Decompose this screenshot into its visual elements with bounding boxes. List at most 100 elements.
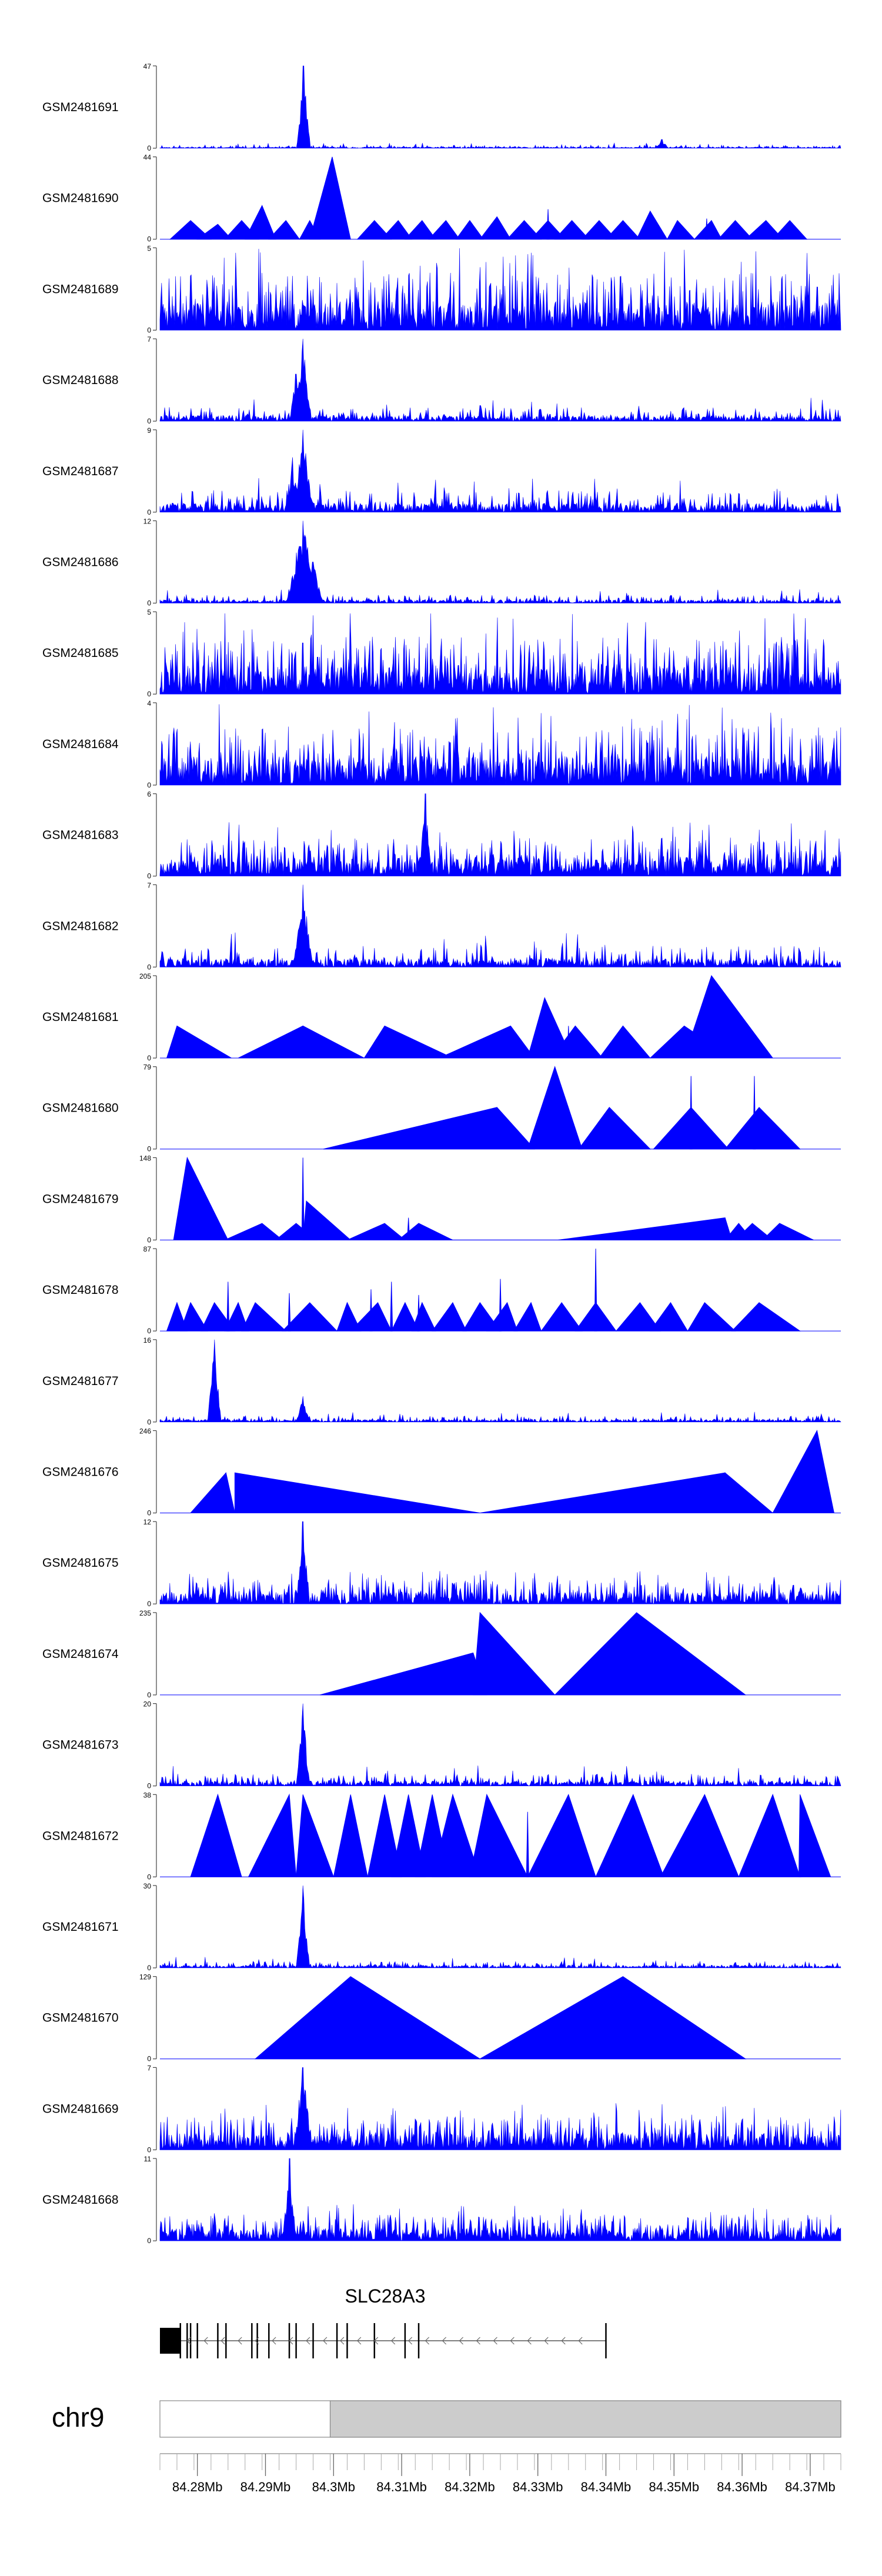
coverage-spike xyxy=(689,1076,693,1150)
x-tick-label: 84.31Mb xyxy=(376,2480,427,2494)
coverage-spike xyxy=(369,1289,373,1332)
track-label: GSM2481671 xyxy=(42,1920,119,1934)
strand-arrow-icon xyxy=(578,2337,583,2345)
y-max-label: 6 xyxy=(147,790,151,799)
coverage-triangle xyxy=(432,1302,467,1332)
track-label: GSM2481678 xyxy=(42,1283,119,1297)
strand-arrow-icon xyxy=(220,2337,225,2345)
track-label: GSM2481670 xyxy=(42,2011,119,2025)
y-max-label: 44 xyxy=(143,154,152,162)
strand-arrow-icon xyxy=(340,2337,345,2345)
y-zero-label: 0 xyxy=(147,1418,151,1426)
strand-arrow-icon xyxy=(407,2337,413,2345)
track-label: GSM2481673 xyxy=(42,1739,119,1752)
coverage-area xyxy=(159,520,841,604)
y-zero-label: 0 xyxy=(147,872,151,880)
coverage-area xyxy=(159,1885,841,1969)
coverage-triangle xyxy=(480,1472,726,1513)
y-zero-label: 0 xyxy=(147,690,151,698)
y-zero-label: 0 xyxy=(147,599,151,608)
track-label: GSM2481668 xyxy=(42,2193,119,2207)
coverage-triangle xyxy=(248,1793,297,1877)
coverage-triangle xyxy=(724,1107,801,1150)
y-zero-label: 0 xyxy=(147,326,151,334)
y-max-label: 7 xyxy=(147,335,151,343)
coverage-triangle xyxy=(578,1107,651,1150)
track-label: GSM2481685 xyxy=(42,646,119,660)
coverage-triangle xyxy=(347,1223,406,1240)
y-zero-label: 0 xyxy=(147,508,151,516)
coverage-area xyxy=(159,429,841,513)
x-tick-label: 84.33Mb xyxy=(513,2480,563,2494)
track-label: GSM2481669 xyxy=(42,2102,119,2115)
y-max-label: 4 xyxy=(147,699,151,708)
coverage-triangle xyxy=(455,220,485,240)
strand-arrow-icon xyxy=(203,2337,208,2345)
y-max-label: 5 xyxy=(147,244,151,252)
coverage-triangle xyxy=(738,1793,801,1877)
coverage-triangle xyxy=(241,1302,287,1332)
coverage-spike xyxy=(301,1157,305,1240)
coverage-triangle xyxy=(554,220,590,240)
y-zero-label: 0 xyxy=(147,963,151,971)
coverage-triangle xyxy=(190,1472,236,1513)
y-max-label: 12 xyxy=(143,1518,152,1526)
coverage-spike xyxy=(417,1294,420,1332)
y-max-label: 87 xyxy=(143,1245,152,1253)
y-zero-label: 0 xyxy=(147,1509,151,1517)
y-max-label: 129 xyxy=(139,1973,151,1981)
track-label: GSM2481687 xyxy=(42,465,119,478)
x-tick-label: 84.37Mb xyxy=(785,2480,836,2494)
y-max-label: 47 xyxy=(143,62,152,71)
y-max-label: 148 xyxy=(139,1154,151,1162)
coverage-triangle xyxy=(772,1430,835,1513)
coverage-triangle xyxy=(558,1217,733,1240)
strand-arrow-icon xyxy=(390,2337,396,2345)
coverage-triangle xyxy=(527,1793,596,1877)
coverage-triangle xyxy=(333,1794,368,1877)
strand-arrow-icon xyxy=(323,2337,328,2345)
y-zero-label: 0 xyxy=(147,1145,151,1153)
x-tick-label: 84.29Mb xyxy=(240,2480,291,2494)
strand-arrow-icon xyxy=(356,2337,362,2345)
strand-arrow-icon xyxy=(527,2337,532,2345)
coverage-spike xyxy=(526,1811,529,1877)
track-label: GSM2481689 xyxy=(42,282,119,296)
track-label: GSM2481677 xyxy=(42,1374,119,1388)
coverage-triangle xyxy=(540,1302,583,1332)
x-tick-label: 84.36Mb xyxy=(717,2480,767,2494)
coverage-area xyxy=(159,1339,841,1423)
strand-arrow-icon xyxy=(289,2337,293,2345)
coverage-area xyxy=(159,65,841,149)
x-tick-label: 84.35Mb xyxy=(649,2480,699,2494)
ideogram-highlight xyxy=(329,2400,841,2438)
y-zero-label: 0 xyxy=(147,2055,151,2063)
coverage-area xyxy=(159,248,841,331)
coverage-spike xyxy=(705,218,709,240)
coverage-triangle xyxy=(479,216,512,240)
y-max-label: 235 xyxy=(139,1609,151,1617)
chromosome-label: chr9 xyxy=(52,2402,104,2432)
y-zero-label: 0 xyxy=(147,417,151,425)
coverage-area xyxy=(159,613,841,695)
strand-arrow-icon xyxy=(272,2337,276,2345)
y-max-label: 38 xyxy=(143,1791,152,1799)
coverage-triangle xyxy=(693,220,723,240)
coverage-triangle xyxy=(268,220,300,240)
coverage-area xyxy=(159,1521,841,1604)
coverage-spike xyxy=(546,209,550,240)
strand-arrow-icon xyxy=(306,2337,310,2345)
strand-arrow-icon xyxy=(425,2337,430,2345)
coverage-triangle xyxy=(772,220,808,240)
coverage-triangle xyxy=(254,1976,481,2060)
coverage-spike xyxy=(226,1282,230,1332)
coverage-triangle xyxy=(469,1793,529,1877)
strand-arrow-icon xyxy=(510,2337,514,2345)
coverage-triangle xyxy=(166,1025,233,1059)
strand-arrow-icon xyxy=(255,2337,259,2345)
coverage-spike xyxy=(594,1249,597,1332)
y-zero-label: 0 xyxy=(147,1236,151,1244)
y-zero-label: 0 xyxy=(147,781,151,789)
coverage-triangle xyxy=(683,975,774,1059)
coverage-triangle xyxy=(724,1472,774,1513)
